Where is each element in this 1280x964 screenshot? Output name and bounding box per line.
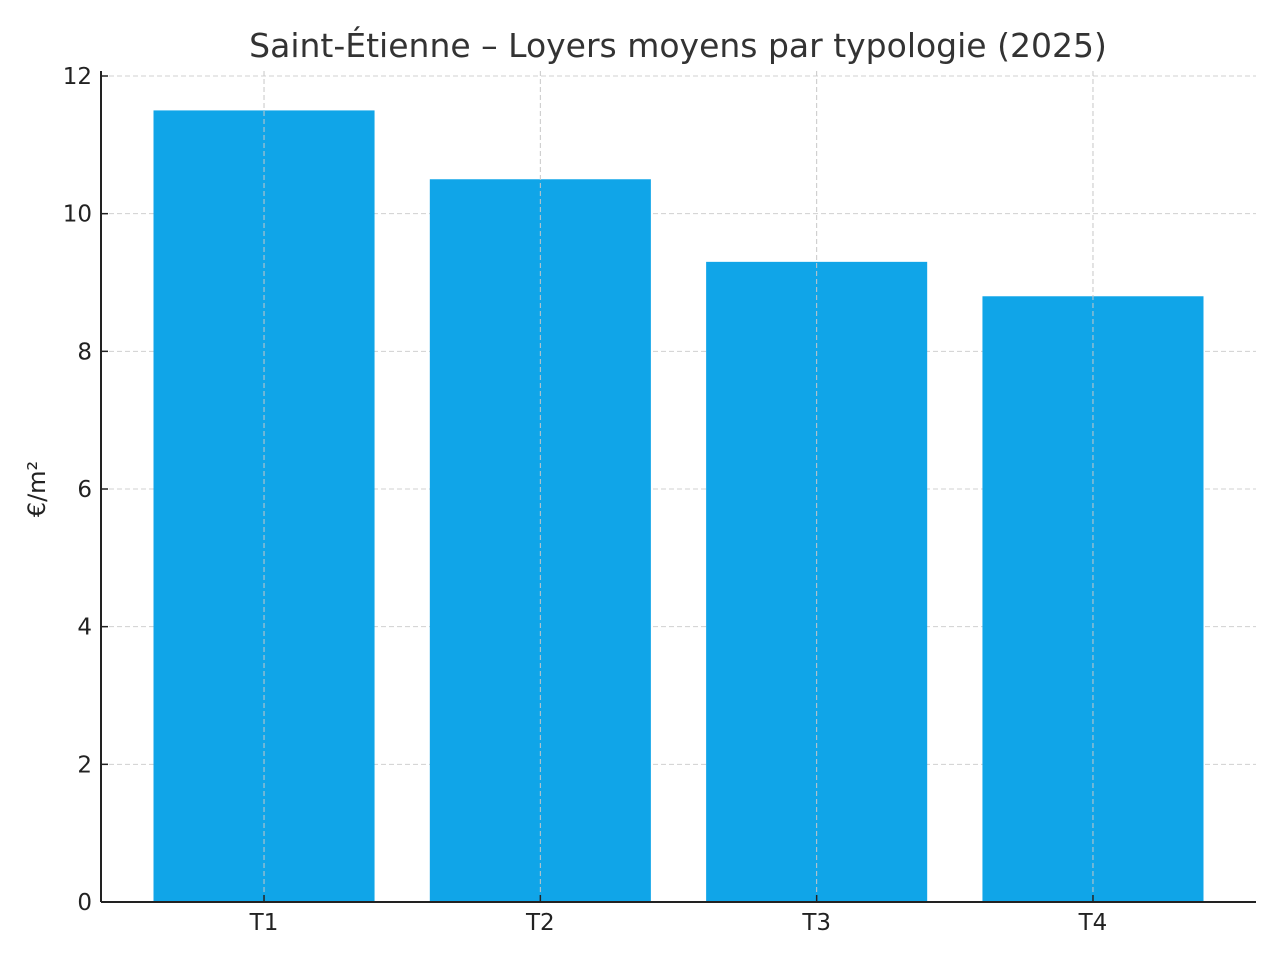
bar-T3 — [706, 261, 928, 903]
y-tick-label: 12 — [63, 64, 92, 90]
chart-title: Saint-Étienne – Loyers moyens par typolo… — [249, 25, 1107, 65]
x-tick-label: T3 — [801, 910, 831, 936]
y-tick-label: 6 — [77, 477, 92, 503]
y-tick-label: 8 — [77, 339, 92, 365]
y-axis-label: €/m² — [23, 461, 51, 517]
y-tick-label: 0 — [77, 890, 92, 916]
bars — [153, 110, 1204, 903]
x-tick-label: T1 — [249, 910, 279, 936]
y-tick-label: 4 — [77, 615, 92, 641]
y-tick-label: 2 — [77, 752, 92, 778]
grid-vertical — [263, 71, 1094, 902]
x-tick-label: T2 — [525, 910, 555, 936]
y-tick-label: 10 — [63, 202, 92, 228]
x-tick-label: T4 — [1078, 910, 1108, 936]
axes: 0 2 4 6 8 10 12 T1 T2 T3 T4 — [63, 64, 1256, 936]
